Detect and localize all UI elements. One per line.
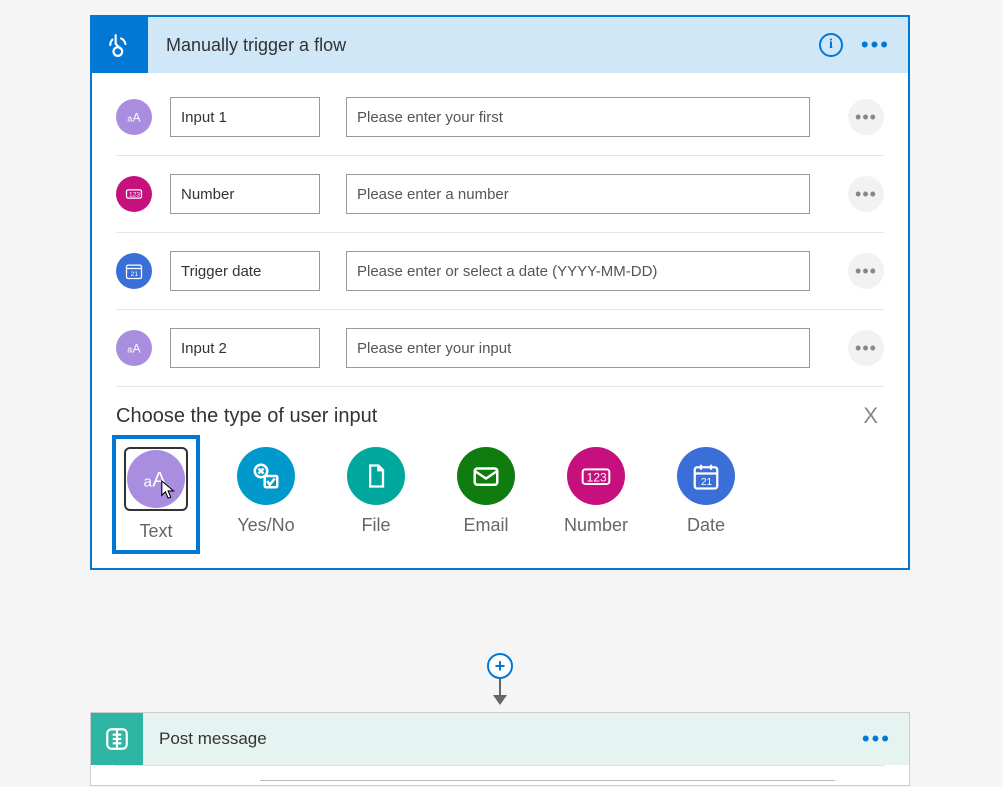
action-menu[interactable]: •••: [862, 728, 891, 750]
svg-text:A: A: [133, 111, 141, 125]
date-icon: 21: [677, 447, 735, 505]
connector: +: [490, 653, 510, 705]
type-option-yesno[interactable]: Yes/No: [230, 447, 302, 542]
svg-text:a: a: [144, 474, 153, 491]
input-type-badge-number-icon: 123: [116, 176, 152, 212]
type-option-label: Yes/No: [237, 515, 294, 536]
trigger-icon: [92, 17, 148, 73]
action-body: [115, 765, 885, 785]
info-icon[interactable]: i: [819, 33, 843, 57]
input-row-menu[interactable]: •••: [848, 176, 884, 212]
input-desc-field[interactable]: [346, 97, 810, 137]
type-option-label: Number: [564, 515, 628, 536]
input-desc-field[interactable]: [346, 251, 810, 291]
input-name-field[interactable]: [170, 174, 320, 214]
input-desc-field[interactable]: [346, 174, 810, 214]
file-icon: [347, 447, 405, 505]
type-option-label: File: [361, 515, 390, 536]
input-row: aA •••: [116, 310, 884, 387]
yesno-icon: [237, 447, 295, 505]
svg-text:a: a: [127, 114, 132, 124]
type-option-email[interactable]: Email: [450, 447, 522, 542]
type-options: aATextYes/NoFileEmail123Number21Date: [116, 441, 884, 548]
connector-line: [499, 677, 501, 695]
type-option-file[interactable]: File: [340, 447, 412, 542]
svg-text:a: a: [127, 345, 132, 355]
input-desc-field[interactable]: [346, 328, 810, 368]
input-name-field[interactable]: [170, 251, 320, 291]
number-icon: 123: [567, 447, 625, 505]
svg-text:A: A: [133, 342, 141, 356]
svg-text:21: 21: [131, 271, 139, 278]
type-option-date[interactable]: 21 Date: [670, 447, 742, 542]
choose-input-type-section: Choose the type of user input X aATextYe…: [116, 387, 884, 548]
input-row-menu[interactable]: •••: [848, 253, 884, 289]
input-type-badge-text-icon: aA: [116, 330, 152, 366]
action-header[interactable]: Post message •••: [91, 713, 909, 765]
trigger-body: aA•••123•••21•••aA••• Choose the type of…: [92, 73, 908, 568]
input-row: 123 •••: [116, 156, 884, 233]
type-option-label: Email: [463, 515, 508, 536]
svg-text:123: 123: [587, 470, 607, 484]
input-row-menu[interactable]: •••: [848, 99, 884, 135]
input-name-field[interactable]: [170, 97, 320, 137]
input-name-field[interactable]: [170, 328, 320, 368]
type-option-label: Text: [139, 521, 172, 542]
input-row: aA •••: [116, 73, 884, 156]
input-type-badge-date-icon: 21: [116, 253, 152, 289]
svg-text:21: 21: [701, 477, 713, 488]
action-card: Post message •••: [90, 712, 910, 786]
type-option-label: Date: [687, 515, 725, 536]
close-icon[interactable]: X: [857, 403, 884, 429]
input-row-menu[interactable]: •••: [848, 330, 884, 366]
svg-text:123: 123: [129, 192, 140, 199]
connector-arrow: [493, 695, 507, 705]
choose-title: Choose the type of user input: [116, 405, 377, 428]
type-option-number[interactable]: 123 Number: [560, 447, 632, 542]
trigger-card: Manually trigger a flow i ••• aA•••123••…: [90, 15, 910, 570]
input-type-badge-text-icon: aA: [116, 99, 152, 135]
trigger-menu[interactable]: •••: [861, 34, 890, 56]
add-step-button[interactable]: +: [487, 653, 513, 679]
action-icon: [91, 713, 143, 765]
action-title: Post message: [143, 729, 862, 749]
type-option-text[interactable]: aAText: [112, 435, 200, 554]
input-row: 21 •••: [116, 233, 884, 310]
trigger-header[interactable]: Manually trigger a flow i •••: [92, 17, 908, 73]
email-icon: [457, 447, 515, 505]
trigger-title: Manually trigger a flow: [148, 35, 819, 56]
